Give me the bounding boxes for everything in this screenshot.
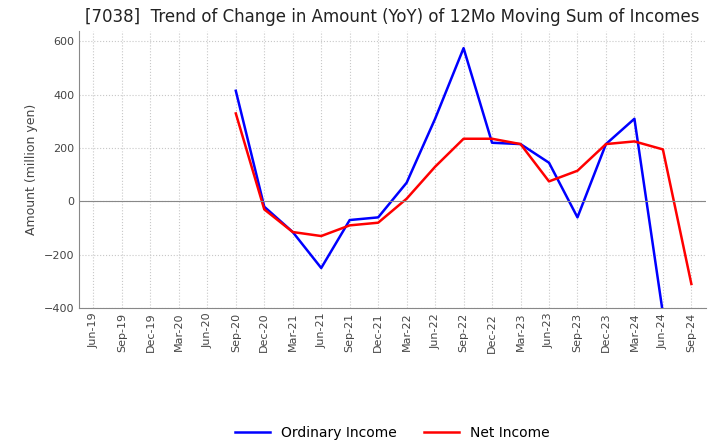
Net Income: [545, 179, 554, 184]
Net Income: [630, 139, 639, 144]
Net Income: [659, 147, 667, 152]
Title: [7038]  Trend of Change in Amount (YoY) of 12Mo Moving Sum of Incomes: [7038] Trend of Change in Amount (YoY) o…: [85, 8, 700, 26]
Net Income: [232, 111, 240, 116]
Net Income: [317, 233, 325, 238]
Ordinary Income: [573, 215, 582, 220]
Net Income: [516, 141, 525, 147]
Ordinary Income: [402, 180, 411, 185]
Net Income: [687, 281, 696, 286]
Net Income: [289, 229, 297, 235]
Ordinary Income: [487, 140, 496, 145]
Net Income: [431, 164, 439, 169]
Ordinary Income: [374, 215, 382, 220]
Ordinary Income: [346, 217, 354, 223]
Net Income: [573, 168, 582, 173]
Net Income: [602, 141, 611, 147]
Line: Net Income: Net Income: [236, 114, 691, 284]
Ordinary Income: [431, 116, 439, 121]
Net Income: [260, 207, 269, 212]
Ordinary Income: [232, 88, 240, 93]
Ordinary Income: [516, 141, 525, 147]
Line: Ordinary Income: Ordinary Income: [236, 48, 663, 313]
Legend: Ordinary Income, Net Income: Ordinary Income, Net Income: [230, 420, 555, 440]
Net Income: [374, 220, 382, 225]
Ordinary Income: [602, 141, 611, 147]
Ordinary Income: [459, 45, 468, 51]
Net Income: [459, 136, 468, 141]
Ordinary Income: [260, 204, 269, 209]
Net Income: [346, 223, 354, 228]
Ordinary Income: [317, 265, 325, 271]
Y-axis label: Amount (million yen): Amount (million yen): [25, 104, 38, 235]
Ordinary Income: [545, 160, 554, 165]
Net Income: [487, 136, 496, 141]
Ordinary Income: [659, 311, 667, 316]
Ordinary Income: [289, 229, 297, 235]
Ordinary Income: [630, 116, 639, 121]
Net Income: [402, 196, 411, 202]
